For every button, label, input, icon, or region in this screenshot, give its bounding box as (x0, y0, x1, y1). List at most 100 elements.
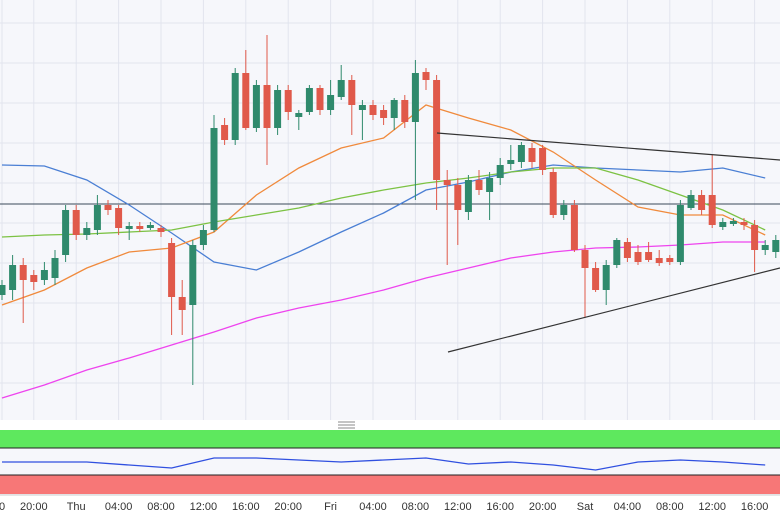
x-tick-label: 12:00 (698, 501, 726, 513)
candle-body (305, 88, 313, 112)
candle-body (104, 205, 112, 210)
candle-body (178, 297, 186, 310)
candle-body (168, 243, 176, 297)
candle-body (507, 160, 515, 164)
candle-body (30, 275, 38, 282)
candle-body (528, 148, 536, 162)
candle-body (40, 270, 48, 280)
candle-body (666, 258, 674, 262)
x-tick-label: Fri (324, 501, 337, 513)
candle-body (719, 222, 727, 227)
panel-divider[interactable] (0, 420, 780, 430)
candle-body (72, 210, 80, 235)
x-tick-label: 0 (0, 501, 5, 513)
overbought-zone (0, 430, 780, 448)
x-tick-label: 20:00 (274, 501, 302, 513)
indicator-line (2, 457, 766, 471)
trend-line-lower (447, 267, 780, 353)
x-tick-label: 12:00 (190, 501, 218, 513)
candle-body (761, 245, 769, 250)
x-tick-label: 08:00 (402, 501, 430, 513)
candle-body (655, 258, 663, 263)
candle-body (348, 80, 356, 105)
candle-body (136, 226, 144, 229)
x-tick-label: 16:00 (232, 501, 260, 513)
candle-body (62, 210, 70, 255)
candle-body (369, 105, 377, 115)
x-tick-label: 16:00 (486, 501, 514, 513)
x-tick-label: 12:00 (444, 501, 472, 513)
candle-body (295, 113, 303, 117)
candle-body (157, 228, 165, 232)
x-tick-label: 04:00 (359, 501, 387, 513)
candle-body (263, 85, 271, 128)
candle-body (751, 225, 759, 250)
trend-line-upper (436, 132, 780, 161)
candle-body (9, 265, 17, 290)
candle-body (698, 195, 706, 210)
candle-body (708, 195, 716, 225)
indicator-line (1, 164, 766, 271)
candle-body (454, 185, 462, 210)
candle-body (146, 225, 154, 228)
candle-body (327, 95, 335, 110)
candle-body (337, 80, 345, 97)
candle-body (613, 240, 621, 265)
candle-body (634, 252, 642, 262)
candle-body (433, 80, 441, 180)
candle-body (411, 73, 419, 122)
candle-body (729, 221, 737, 224)
candle-body (115, 208, 123, 228)
x-tick-label: 16:00 (741, 501, 769, 513)
candle-body (189, 245, 197, 305)
candle-body (486, 178, 494, 192)
candle-body (581, 250, 589, 268)
divider-handle[interactable] (338, 421, 355, 429)
candle-body (252, 85, 260, 128)
candle-body (517, 145, 525, 162)
candle-body (93, 205, 101, 230)
candle-body (539, 148, 547, 170)
oversold-zone (0, 475, 780, 494)
candle-body (221, 125, 229, 140)
x-tick-label: 08:00 (656, 501, 684, 513)
candle-body (496, 165, 504, 178)
candle-body (570, 205, 578, 250)
candle-body (242, 73, 250, 128)
candle-body (623, 242, 631, 258)
x-tick-label: 04:00 (614, 501, 642, 513)
candle-body (316, 88, 324, 110)
candle-body (125, 226, 133, 229)
x-tick-label: 08:00 (147, 501, 175, 513)
candle-body (592, 268, 600, 290)
candle-body (740, 222, 748, 225)
candle-body (83, 228, 91, 235)
candle-body (199, 230, 207, 245)
candle-body (0, 285, 6, 295)
candle-body (19, 265, 27, 280)
candle-body (676, 205, 684, 262)
x-tick-label: 20:00 (529, 501, 557, 513)
indicator-line (1, 104, 766, 306)
candle-body (602, 265, 610, 290)
candle-body (422, 72, 430, 80)
candle-body (358, 105, 366, 110)
candle-body (210, 128, 218, 230)
candle-body (390, 100, 398, 118)
candle-body (560, 205, 568, 215)
candle-body (549, 172, 557, 215)
candle-body (231, 73, 239, 140)
candle-body (443, 180, 451, 185)
grid (0, 22, 780, 384)
x-tick-label: 20:00 (20, 501, 48, 513)
candle-body (645, 252, 653, 260)
candle-body (380, 110, 388, 118)
x-tick-label: Sat (577, 501, 594, 513)
candle-body (274, 90, 282, 128)
candle-body (284, 90, 292, 112)
candle-body (464, 180, 472, 212)
candle-body (475, 180, 483, 190)
candle-body (687, 195, 695, 208)
x-tick-label: 04:00 (105, 501, 133, 513)
candle-body (772, 240, 780, 252)
